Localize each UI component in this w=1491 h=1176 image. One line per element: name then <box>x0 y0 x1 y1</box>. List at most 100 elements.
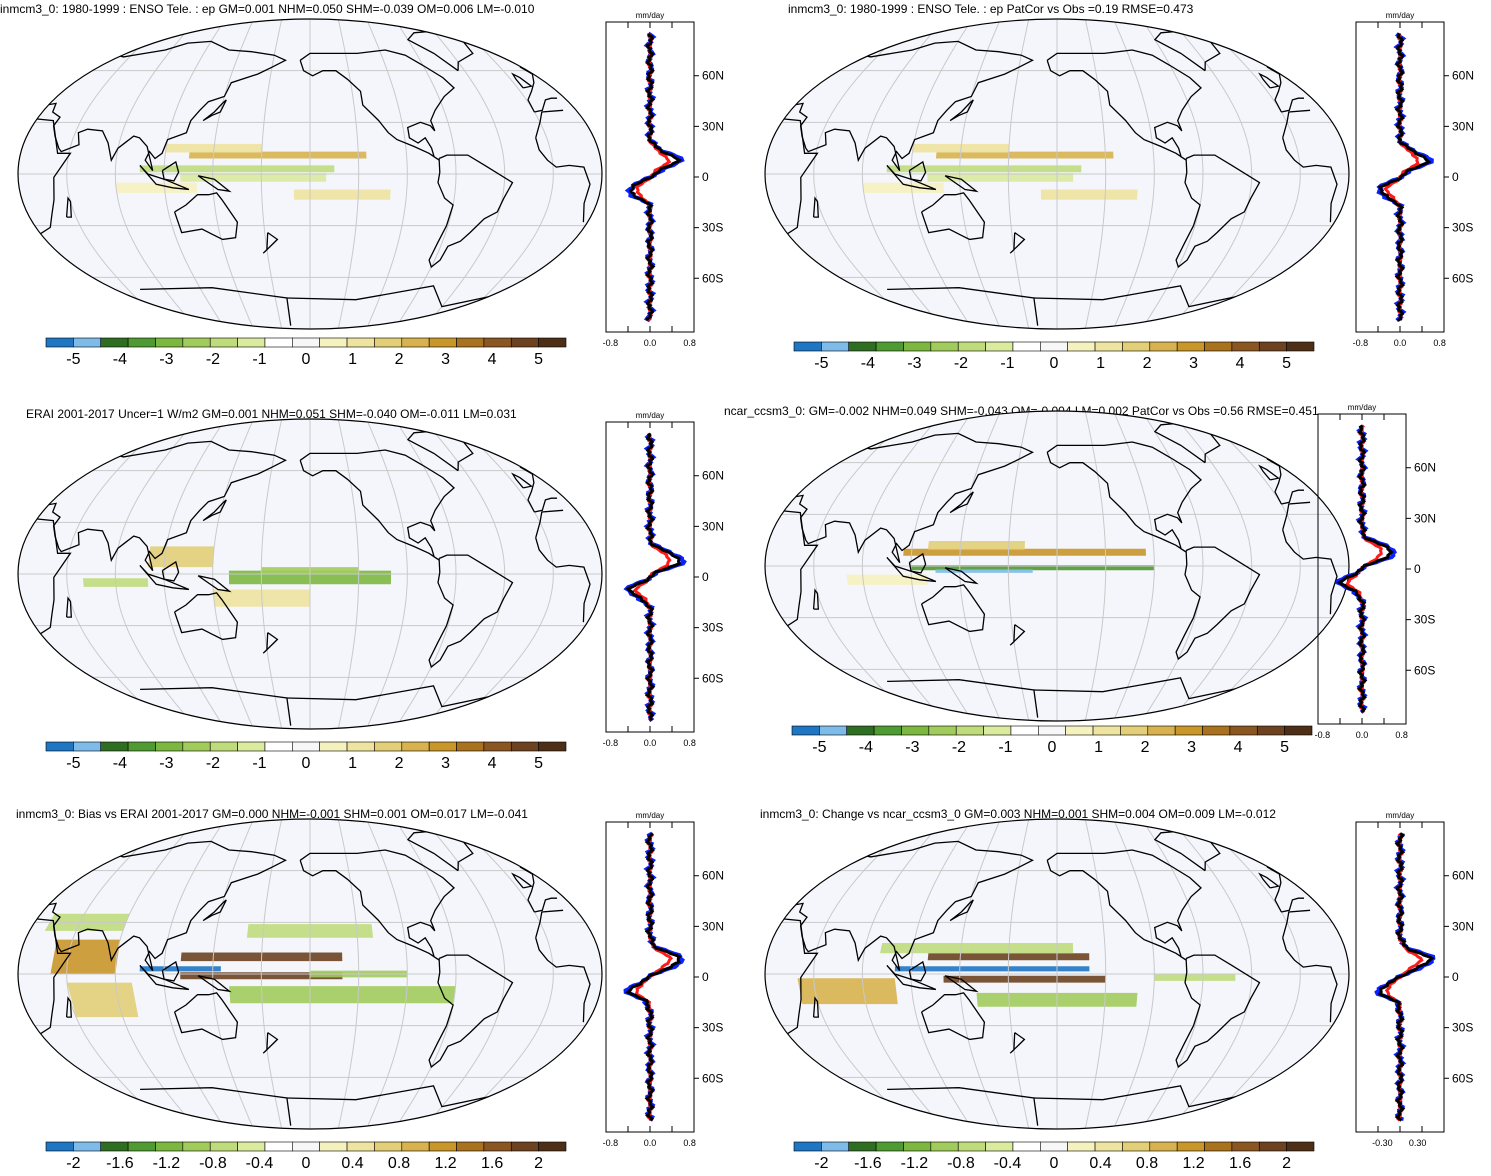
coastline-namerica <box>299 49 455 161</box>
latitude-label: 30N <box>1414 511 1436 525</box>
coastline-australia <box>920 992 986 1041</box>
coastline-antarctica <box>887 287 1039 326</box>
colorbar-swatch <box>1012 1141 1041 1152</box>
colorbar-swatch <box>1231 341 1260 352</box>
meridian-line <box>910 19 973 329</box>
unit-label: mm/day <box>1386 11 1414 20</box>
colorbar-label: 1 <box>1096 355 1105 372</box>
meridian-line <box>813 19 917 329</box>
colorbar-label: -5 <box>66 351 80 368</box>
coastline-madagascar <box>812 196 819 218</box>
meridian-line <box>910 819 973 1129</box>
meridian-line <box>450 819 554 1129</box>
xtick-label: 0.8 <box>683 1138 696 1148</box>
coastline-australia <box>173 992 239 1041</box>
colorbar-swatch <box>1122 341 1151 352</box>
colorbar-swatch <box>901 725 930 736</box>
colorbar-swatch <box>538 1141 567 1152</box>
xtick-label: 0.0 <box>1394 338 1407 348</box>
colorbar-label: 5 <box>534 351 543 368</box>
colorbar-swatch <box>374 337 403 348</box>
colorbar-swatch <box>319 741 348 752</box>
coastline-newzealand <box>262 232 279 254</box>
latitude-label: 0 <box>702 170 709 184</box>
colorbar-swatch <box>127 1141 156 1152</box>
latitude-label: 60N <box>1452 869 1474 883</box>
meridian-line <box>1141 19 1204 329</box>
world-map <box>17 418 603 730</box>
zonal-mean-line <box>623 831 685 1122</box>
meridian-line <box>163 19 226 329</box>
colorbar-swatch <box>155 741 184 752</box>
meridian-line <box>813 819 917 1129</box>
meridian-line <box>66 819 170 1129</box>
meridian-line <box>1007 819 1030 1129</box>
coastline-antarctica <box>140 1087 292 1126</box>
coastline-madagascar <box>812 996 819 1018</box>
colorbar-swatch <box>875 1141 904 1152</box>
coastline-antarctica <box>887 679 1039 718</box>
colorbar-swatch <box>1286 341 1315 352</box>
coastline-samerica <box>1175 954 1261 1069</box>
zonal-mean-line <box>623 433 687 723</box>
meridian-line <box>260 819 283 1129</box>
colorbar-swatch <box>319 337 348 348</box>
meridian-line <box>1141 819 1204 1129</box>
coastline-eurasia <box>1281 489 1304 505</box>
colorbar-label: 0.8 <box>1136 1155 1158 1172</box>
colorbar-swatch <box>1202 725 1231 736</box>
colorbar-label: 0 <box>302 1155 311 1172</box>
coastline-newguinea <box>944 175 979 193</box>
colorbar-swatch <box>209 741 238 752</box>
colorbar-swatch <box>848 1141 877 1152</box>
xtick-label: 0.8 <box>683 338 696 348</box>
colorbar-swatch <box>292 741 320 752</box>
meridian-line <box>260 419 283 729</box>
colorbar-swatch <box>73 741 102 752</box>
colorbar-swatch <box>100 741 129 752</box>
meridian-line <box>366 819 408 1129</box>
meridian-line <box>1007 19 1030 329</box>
colorbar-label: 0 <box>1048 739 1057 756</box>
zonal-mean-line <box>1374 833 1436 1121</box>
colorbar: -2 -1.6 -1.2 -0.8 -0.4 0 0.4 0.8 1.2 1.6 2 <box>793 1141 1315 1172</box>
colorbar-swatch <box>100 1141 129 1152</box>
colorbar-swatch <box>428 741 457 752</box>
coastline-eurasia <box>534 97 557 113</box>
colorbar-swatch <box>1067 1141 1096 1152</box>
coastline-africa <box>783 510 819 627</box>
colorbar-swatch <box>374 1141 403 1152</box>
colorbar-swatch <box>1229 725 1258 736</box>
anomaly-patch <box>67 982 139 1018</box>
coastline-eurasia <box>792 40 1034 171</box>
colorbar-swatch <box>983 725 1012 736</box>
coastline-africa <box>1282 909 1311 938</box>
map-border <box>764 18 1350 330</box>
colorbar-label: -1 <box>252 755 266 772</box>
coastline-borneo <box>908 160 927 182</box>
coastline-antarctica <box>140 687 292 726</box>
colorbar-swatch <box>510 741 539 752</box>
unit-label: mm/day <box>636 811 664 820</box>
meridian-line <box>1197 19 1301 329</box>
colorbar-label: 5 <box>1280 739 1289 756</box>
coastline-eurasia <box>534 897 557 913</box>
xtick-label: 0.30 <box>1409 1138 1427 1148</box>
colorbar-label: -3 <box>159 755 173 772</box>
coastline-namerica <box>299 449 455 561</box>
xtick-label: -0.8 <box>603 738 619 748</box>
colorbar-label: 1.6 <box>1229 1155 1251 1172</box>
meridian-line <box>394 19 457 329</box>
latitude-label: 0 <box>702 570 709 584</box>
coastline-newguinea <box>197 975 232 993</box>
coastline-africa <box>36 518 72 635</box>
coastline-australia <box>920 584 986 633</box>
xtick-label: -0.8 <box>603 338 619 348</box>
meridian-line <box>1084 819 1107 1129</box>
colorbar-swatch <box>292 1141 320 1152</box>
meridian-line <box>1084 411 1107 721</box>
coastline-uk <box>1258 464 1280 481</box>
coastline-borneo <box>161 160 180 182</box>
meridian-line <box>163 819 226 1129</box>
xtick-label: 0.8 <box>1395 730 1408 740</box>
